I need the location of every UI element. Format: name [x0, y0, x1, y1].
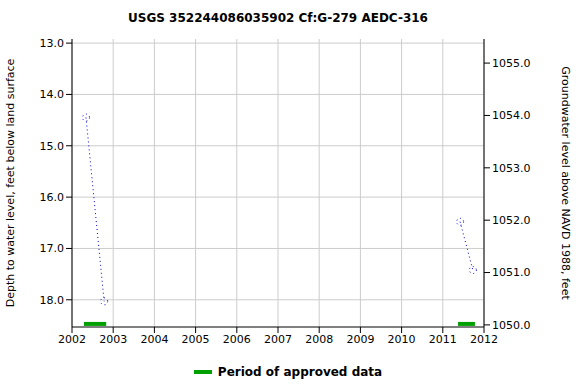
svg-text:1054.0: 1054.0: [492, 109, 531, 122]
svg-text:1051.0: 1051.0: [492, 266, 531, 279]
svg-text:16.0: 16.0: [40, 191, 65, 204]
svg-text:Groundwater level above NAVD 1: Groundwater level above NAVD 1988, feet: [559, 66, 568, 300]
svg-text:2009: 2009: [346, 333, 374, 346]
svg-text:13.0: 13.0: [40, 37, 65, 50]
html-text:USGS 352244086035902 Cf:G-279: USGS 352244086035902 Cf:G-279 AEDC-316: [128, 11, 428, 25]
svg-text:2006: 2006: [223, 333, 251, 346]
svg-text:2005: 2005: [182, 333, 210, 346]
svg-text:1053.0: 1053.0: [492, 162, 531, 175]
svg-text:15.0: 15.0: [40, 140, 65, 153]
svg-text:18.0: 18.0: [40, 294, 65, 307]
svg-text:2011: 2011: [429, 333, 457, 346]
svg-text:1055.0: 1055.0: [492, 57, 531, 70]
svg-text:2007: 2007: [264, 333, 292, 346]
svg-text:Depth to water level, feet bel: Depth to water level, feet below land su…: [8, 58, 17, 307]
svg-text:1052.0: 1052.0: [492, 214, 531, 227]
svg-text:17.0: 17.0: [40, 242, 65, 255]
svg-text:1050.0: 1050.0: [492, 319, 531, 332]
html-text:Period of approved data: Period of approved data: [217, 365, 383, 379]
svg-text:2003: 2003: [99, 333, 127, 346]
svg-text:2002: 2002: [58, 333, 86, 346]
svg-text:2008: 2008: [305, 333, 333, 346]
svg-text:2004: 2004: [140, 333, 168, 346]
svg-text:14.0: 14.0: [40, 88, 65, 101]
svg-text:2010: 2010: [388, 333, 416, 346]
svg-text:2012: 2012: [470, 333, 498, 346]
